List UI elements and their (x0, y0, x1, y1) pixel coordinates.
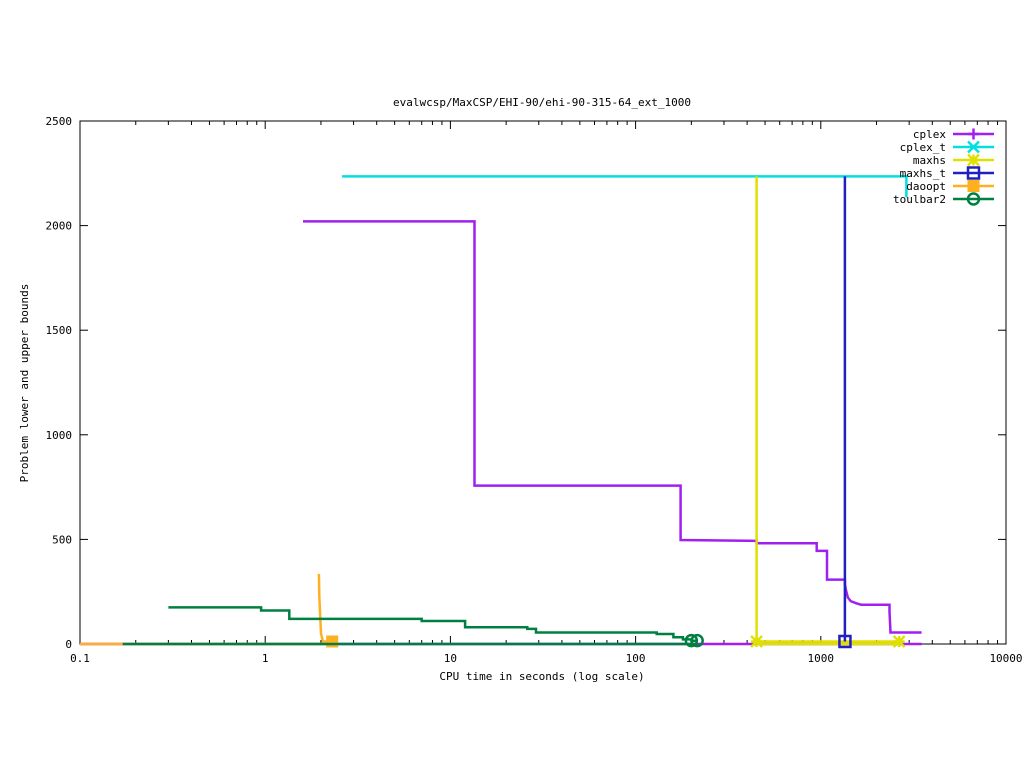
x-tick-label: 10 (444, 652, 457, 665)
series-toulbar2-point-shape (690, 633, 704, 648)
series-toulbar2-point (684, 633, 699, 648)
x-tick-label: 1 (262, 652, 269, 665)
legend-marker-daoopt (967, 180, 980, 192)
legend-marker-maxhs (967, 153, 980, 167)
series-toulbar2-point-shape (684, 633, 699, 648)
y-tick-label: 2500 (46, 115, 73, 128)
legend-marker-cplex (968, 128, 979, 140)
x-tick-label: 100 (626, 652, 646, 665)
series-maxhs-t-point-shape (838, 634, 852, 649)
legend-marker-maxhs-t (966, 166, 981, 180)
legend-label-maxhs: maxhs (913, 154, 946, 167)
legend-marker-daoopt-shape (967, 180, 980, 192)
series-toulbar2-line (168, 606, 698, 642)
series-cplex-line (303, 220, 922, 634)
y-axis-label: Problem lower and upper bounds (18, 284, 31, 483)
series-daoopt-line (317, 573, 333, 643)
legend-marker-maxhs-stroke (967, 153, 980, 167)
y-tick-label: 0 (65, 638, 72, 651)
y-tick-label: 1500 (46, 324, 73, 337)
legend-label-toulbar2: toulbar2 (893, 193, 946, 206)
legend-marker-maxhs-t-shape (966, 166, 981, 180)
y-tick-label: 500 (52, 533, 72, 546)
y-axis-ticks: 0 500 1000 1500 2000 2500 (46, 115, 1006, 651)
legend-label-cplex-t: cplex_t (900, 141, 946, 154)
x-tick-label: 0.1 (70, 652, 90, 665)
chart-title: evalwcsp/MaxCSP/EHI-90/ehi-90-315-64_ext… (393, 96, 691, 109)
x-tick-label: 1000 (808, 652, 835, 665)
series-cplex-t-line (342, 175, 908, 198)
series-maxhs-point-stroke (892, 635, 906, 648)
legend-label-maxhs-t: maxhs_t (900, 167, 946, 180)
series-maxhs-point (892, 635, 906, 648)
legend-marker-cplex-t-stroke (967, 140, 980, 154)
series-maxhs-point (750, 635, 763, 648)
series-cplex (80, 220, 922, 646)
series-toulbar2 (122, 606, 704, 648)
series-maxhs-point-stroke (750, 635, 763, 648)
x-axis-ticks: 0.1 1 10 100 1000 10000 (70, 121, 1023, 665)
legend-label-cplex: cplex (913, 128, 946, 141)
y-tick-label: 1000 (46, 429, 73, 442)
legend-label-daoopt: daoopt (906, 180, 946, 193)
series-toulbar2-point (690, 633, 704, 648)
series-daoopt (80, 573, 339, 648)
series-maxhs-t (838, 176, 852, 649)
legend-marker-cplex-t (967, 140, 980, 154)
y-tick-label: 2000 (46, 220, 73, 233)
series-daoopt-point (326, 635, 339, 648)
series-daoopt-point-shape (326, 635, 339, 648)
legend-marker-toulbar2 (966, 192, 981, 206)
legend-marker-toulbar2-shape (966, 192, 981, 206)
x-tick-label: 10000 (989, 652, 1022, 665)
x-axis-label: CPU time in seconds (log scale) (439, 670, 644, 683)
plot-frame (79, 120, 1007, 645)
series-maxhs-t-point (838, 634, 852, 649)
series-cplex-t (342, 175, 908, 198)
series-layer (80, 175, 922, 649)
